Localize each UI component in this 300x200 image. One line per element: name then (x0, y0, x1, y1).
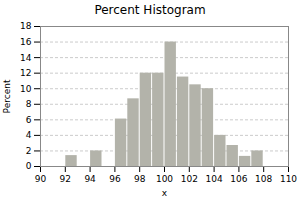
svg-text:x: x (162, 188, 168, 198)
svg-text:10: 10 (20, 84, 32, 94)
svg-text:110: 110 (280, 174, 297, 184)
html-text:Percent Histogram: Percent Histogram (94, 3, 206, 17)
svg-text:4: 4 (26, 130, 32, 140)
svg-text:6: 6 (26, 115, 32, 125)
svg-text:92: 92 (60, 174, 71, 184)
svg-text:100: 100 (156, 174, 173, 184)
svg-text:108: 108 (255, 174, 272, 184)
svg-text:104: 104 (206, 174, 223, 184)
svg-text:96: 96 (109, 174, 121, 184)
svg-text:8: 8 (26, 99, 32, 109)
svg-text:Percent: Percent (2, 79, 12, 113)
svg-text:16: 16 (20, 37, 32, 47)
svg-text:2: 2 (26, 146, 32, 156)
svg-text:18: 18 (20, 21, 32, 31)
svg-text:98: 98 (134, 174, 146, 184)
svg-text:102: 102 (181, 174, 198, 184)
svg-text:90: 90 (35, 174, 47, 184)
svg-text:12: 12 (20, 68, 31, 78)
svg-text:0: 0 (26, 161, 32, 171)
svg-text:14: 14 (20, 52, 32, 62)
svg-text:106: 106 (230, 174, 247, 184)
svg-text:94: 94 (84, 174, 96, 184)
